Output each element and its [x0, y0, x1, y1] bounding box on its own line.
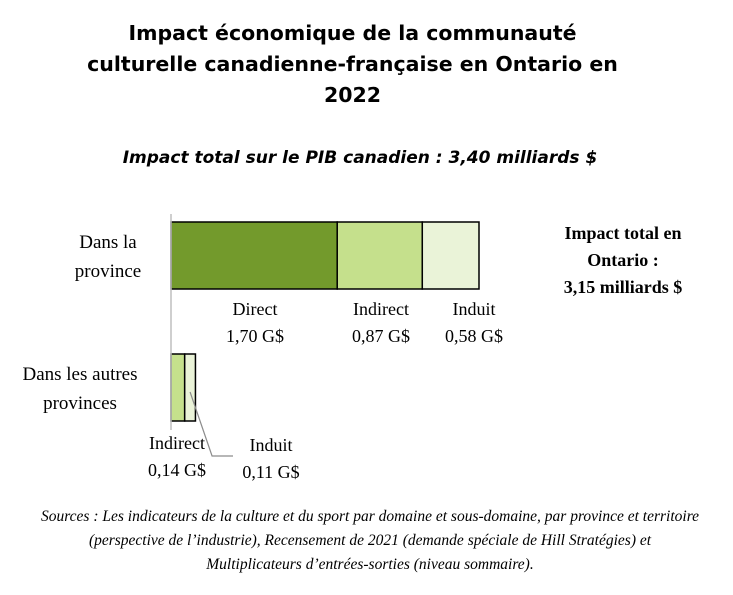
value-label-province-indirect: 0,87 G$	[352, 326, 410, 346]
chart-title: Impact économique de la communauté cultu…	[87, 21, 618, 107]
series-name-direct: Direct	[232, 299, 278, 319]
value-label-other-indirect: 0,14 G$	[148, 460, 206, 480]
category-label-province: Dans la province	[60, 228, 156, 286]
ontario-total-line2: Ontario :	[587, 250, 659, 270]
ontario-total-annotation: Impact total en Ontario : 3,15 milliards…	[538, 220, 708, 301]
bar-province-direct	[170, 221, 338, 290]
bar-province-indirect	[336, 221, 424, 290]
bar-province-induit	[421, 221, 480, 290]
data-label-province-induit: Induit 0,58 G$	[419, 296, 529, 350]
series-name-induit-other: Induit	[249, 435, 293, 455]
category-label-province-line1: Dans la	[79, 232, 137, 253]
value-label-province-induit: 0,58 G$	[445, 326, 503, 346]
bar-other-provinces-induit	[183, 353, 197, 422]
data-label-other-indirect: Indirect 0,14 G$	[122, 430, 232, 484]
value-label-province-direct: 1,70 G$	[226, 326, 284, 346]
category-label-other-provinces-line1: Dans les autres	[22, 364, 138, 385]
leader-line-other-induit	[189, 391, 233, 457]
category-label-other-provinces: Dans les autres provinces	[2, 360, 158, 418]
ontario-total-line3: 3,15 milliards $	[563, 277, 683, 297]
data-label-province-direct: Direct 1,70 G$	[200, 296, 310, 350]
series-name-indirect: Indirect	[353, 299, 409, 319]
data-label-province-indirect: Indirect 0,87 G$	[326, 296, 436, 350]
category-label-other-provinces-line2: provinces	[43, 393, 117, 414]
ontario-total-line1: Impact total en	[564, 223, 682, 243]
chart-subtitle: Impact total sur le PIB canadien : 3,40 …	[122, 148, 598, 168]
bar-other-provinces-indirect	[170, 353, 186, 422]
series-name-indirect-other: Indirect	[149, 433, 205, 453]
series-name-induit: Induit	[452, 299, 496, 319]
source-note: Sources : Les indicateurs de la culture …	[40, 508, 700, 573]
category-label-province-line2: province	[74, 261, 142, 282]
data-label-other-induit: Induit 0,11 G$	[216, 432, 326, 486]
value-label-other-induit: 0,11 G$	[242, 462, 300, 482]
